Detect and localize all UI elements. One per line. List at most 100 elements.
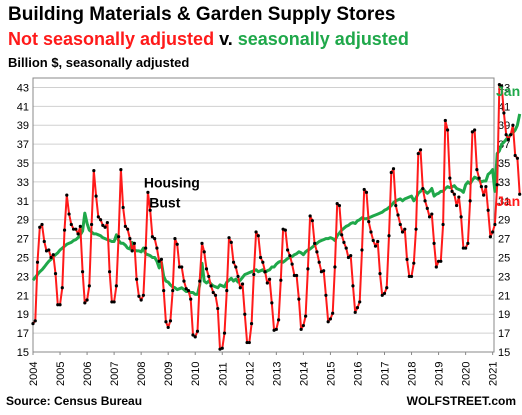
- nsa-point: [443, 118, 447, 123]
- nsa-point: [150, 235, 155, 239]
- nsa-point: [220, 346, 224, 350]
- nsa-point: [439, 259, 443, 263]
- y-tick-label: 31: [17, 196, 29, 208]
- nsa-point: [351, 284, 355, 288]
- annotation-text: Bust: [149, 194, 180, 210]
- nsa-point: [304, 314, 308, 318]
- nsa-point: [110, 300, 114, 304]
- nsa-point: [376, 239, 380, 244]
- nsa-point: [139, 298, 143, 302]
- x-tick-label: 2016: [352, 362, 364, 386]
- nsa-point: [65, 193, 69, 197]
- nsa-point: [425, 206, 429, 210]
- nsa-point: [103, 225, 107, 229]
- nsa-point: [497, 83, 502, 87]
- nsa-point: [502, 111, 506, 115]
- nsa-point: [396, 213, 400, 217]
- nsa-point: [200, 241, 204, 245]
- subtitle-sa: seasonally adjusted: [237, 29, 409, 49]
- nsa-point: [482, 193, 486, 197]
- nsa-point: [326, 320, 330, 324]
- nsa-point: [279, 278, 283, 282]
- nsa-point: [186, 288, 191, 293]
- nsa-point: [162, 288, 166, 293]
- nsa-point: [121, 205, 125, 210]
- nsa-point: [141, 293, 146, 297]
- nsa-point: [308, 214, 312, 218]
- nsa-point: [202, 250, 206, 254]
- nsa-point: [414, 227, 418, 231]
- nsa-point: [216, 306, 220, 311]
- nsa-point: [89, 222, 94, 227]
- nsa-point: [506, 137, 511, 142]
- nsa-point: [261, 260, 265, 264]
- nsa-point: [335, 202, 339, 206]
- nsa-point: [364, 190, 369, 194]
- nsa-point: [153, 237, 157, 241]
- units-label: Billion $, seasonally adjusted: [8, 55, 190, 70]
- nsa-point: [80, 270, 85, 274]
- end-label: Jan: [496, 83, 520, 99]
- nsa-point: [256, 234, 260, 238]
- nsa-point: [49, 255, 53, 260]
- x-tick-label: 2008: [136, 362, 148, 386]
- nsa-point: [385, 286, 389, 290]
- nsa-point: [53, 271, 58, 276]
- brand-label: WOLFSTREET.com: [406, 394, 516, 408]
- nsa-point: [479, 185, 483, 189]
- nsa-point: [229, 240, 233, 244]
- nsa-point: [315, 250, 319, 254]
- nsa-point: [416, 151, 420, 156]
- nsa-point: [355, 305, 360, 310]
- nsa-point: [313, 241, 317, 245]
- y-tick-label: 19: [17, 309, 29, 321]
- nsa-point: [331, 311, 335, 315]
- nsa-point: [180, 265, 184, 269]
- nsa-point: [123, 224, 127, 228]
- nsa-point: [114, 284, 118, 288]
- nsa-point: [254, 230, 258, 234]
- nsa-point: [362, 187, 366, 192]
- nsa-point: [126, 227, 130, 231]
- y-tick-label: 15: [17, 347, 29, 359]
- nsa-point: [317, 260, 321, 264]
- nsa-point: [434, 265, 438, 269]
- nsa-point: [148, 208, 152, 212]
- source-label: Source: Census Bureau: [6, 394, 143, 408]
- nsa-point: [504, 133, 508, 137]
- nsa-point: [258, 255, 263, 260]
- nsa-point: [51, 253, 55, 257]
- nsa-point: [35, 260, 40, 264]
- nsa-point: [193, 335, 197, 339]
- nsa-point: [286, 248, 290, 252]
- nsa-point: [62, 228, 67, 232]
- y-tick-label-right: 33: [498, 177, 510, 189]
- nsa-point: [270, 301, 274, 305]
- y-tick-label-right: 25: [498, 253, 510, 265]
- nsa-point: [108, 270, 112, 274]
- nsa-point: [98, 218, 103, 222]
- nsa-point: [400, 230, 405, 234]
- x-tick-label: 2017: [379, 362, 391, 386]
- nsa-point: [423, 199, 427, 203]
- nsa-point: [452, 192, 456, 196]
- y-tick-label: 17: [17, 328, 29, 340]
- y-tick-label-right: 27: [498, 234, 510, 246]
- nsa-point: [295, 273, 299, 278]
- nsa-point: [367, 220, 371, 224]
- nsa-point: [297, 297, 301, 301]
- nsa-point: [421, 186, 425, 191]
- nsa-point: [204, 267, 209, 271]
- nsa-point: [83, 301, 87, 305]
- nsa-point: [405, 257, 409, 262]
- nsa-point: [283, 228, 287, 232]
- nsa-point: [515, 156, 520, 160]
- nsa-point: [488, 235, 492, 239]
- subtitle-versus: v.: [214, 29, 238, 49]
- x-tick-label: 2020: [461, 362, 473, 386]
- nsa-point: [234, 265, 238, 269]
- nsa-point: [60, 286, 64, 290]
- nsa-point: [461, 246, 465, 250]
- nsa-point: [31, 322, 35, 326]
